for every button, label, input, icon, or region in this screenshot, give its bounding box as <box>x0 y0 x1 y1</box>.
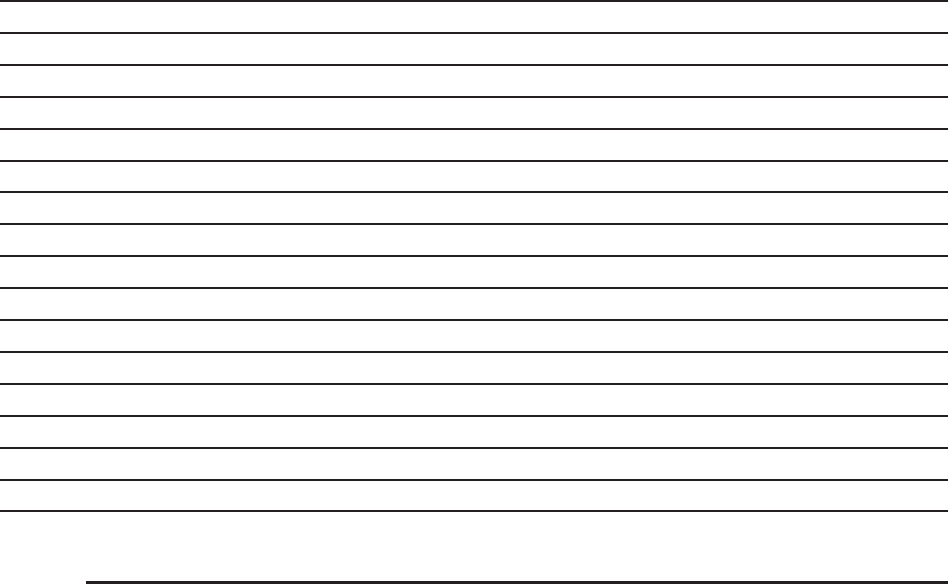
ruled-line <box>0 447 948 449</box>
ruled-line <box>0 0 948 2</box>
ruled-line <box>0 415 948 417</box>
ruled-line <box>0 128 948 130</box>
ruled-line <box>0 191 948 193</box>
ruled-line <box>0 383 948 385</box>
ruled-line <box>0 479 948 481</box>
ruled-line <box>0 319 948 321</box>
bottom-rule <box>86 581 948 584</box>
ruled-line <box>0 351 948 353</box>
ruled-line <box>0 287 948 289</box>
ruled-line <box>0 64 948 66</box>
ruled-line <box>0 160 948 162</box>
ruled-line <box>0 96 948 98</box>
ruled-line <box>0 223 948 225</box>
ruled-line <box>0 32 948 34</box>
ruled-line <box>0 510 948 512</box>
ruled-line <box>0 255 948 257</box>
